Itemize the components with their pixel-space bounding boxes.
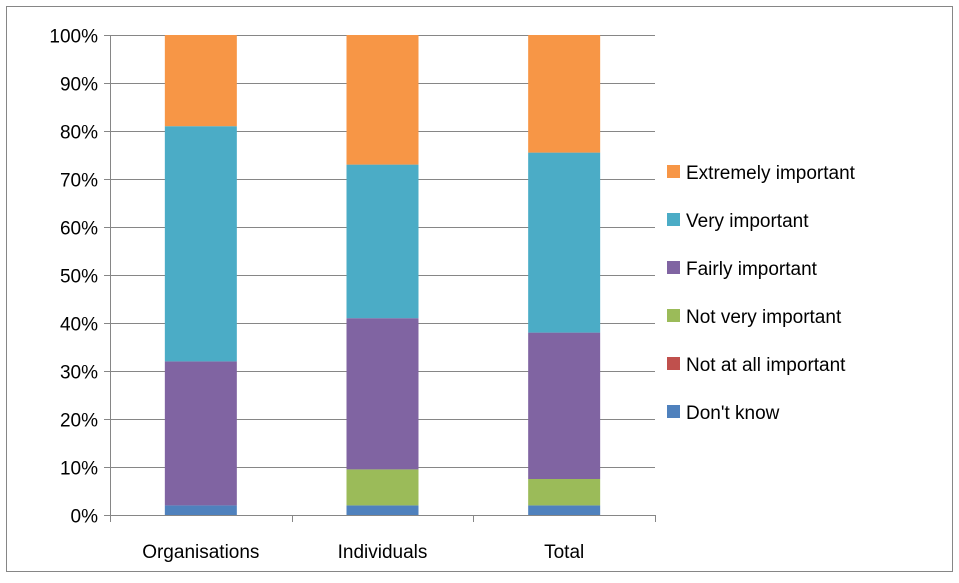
legend-swatch xyxy=(667,213,680,226)
legend-label: Not at all important xyxy=(686,355,846,376)
legend-label: Very important xyxy=(686,211,809,232)
y-tick-label: 50% xyxy=(60,267,98,288)
bar-segment xyxy=(528,505,601,515)
x-tick-label: Total xyxy=(544,542,584,563)
legend-label: Fairly important xyxy=(686,259,818,280)
legend-swatch xyxy=(667,309,680,322)
bar-segment xyxy=(528,35,601,153)
y-tick-label: 0% xyxy=(71,507,99,528)
legend-label: Not very important xyxy=(686,307,842,328)
legend-swatch xyxy=(667,357,680,370)
bar-segment xyxy=(528,332,601,479)
bar-segment xyxy=(164,35,237,127)
y-tick-label: 40% xyxy=(60,315,98,336)
bar-segment xyxy=(346,318,419,470)
bar-segment xyxy=(164,361,237,506)
y-tick-label: 100% xyxy=(49,27,98,48)
bar-segment xyxy=(346,505,419,515)
legend-swatch xyxy=(667,165,680,178)
chart-border xyxy=(6,6,953,572)
y-tick-label: 60% xyxy=(60,219,98,240)
legend-label: Extremely important xyxy=(686,163,856,184)
bars xyxy=(164,35,601,515)
bar-segment xyxy=(346,164,419,319)
bar-segment xyxy=(164,126,237,362)
legend: Extremely important Very important Fairly … xyxy=(667,163,856,424)
y-tick-label: 20% xyxy=(60,411,98,432)
y-tick-label: 70% xyxy=(60,171,98,192)
y-tick-label: 30% xyxy=(60,363,98,384)
bar-segment xyxy=(528,479,601,506)
bar-segment xyxy=(346,469,419,506)
x-tick-label: Organisations xyxy=(142,542,259,563)
y-tick-label: 80% xyxy=(60,123,98,144)
bar-segment xyxy=(528,152,601,333)
x-tick-label: Individuals xyxy=(338,542,428,563)
legend-label: Don't know xyxy=(686,403,780,424)
bar-segment xyxy=(346,35,419,165)
y-tick-label: 90% xyxy=(60,75,98,96)
bar-segment xyxy=(164,505,237,515)
legend-swatch xyxy=(667,405,680,418)
legend-swatch xyxy=(667,261,680,274)
axes: 0% 10% 20% 30% 40% 50% 60% 70% 80% 90% 100% Organis… xyxy=(49,27,656,563)
y-tick-label: 10% xyxy=(60,459,98,480)
